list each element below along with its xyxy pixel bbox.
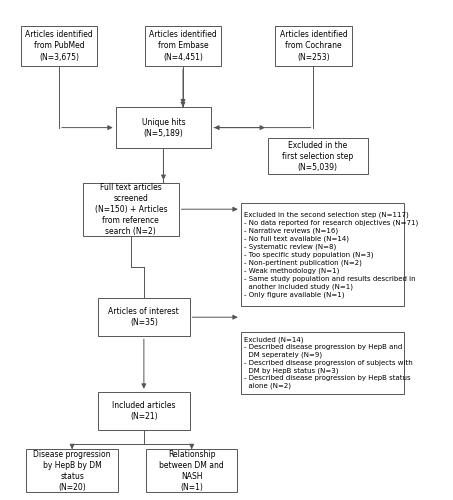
Text: Full text articles
screened
(N=150) + Articles
from reference
search (N=2): Full text articles screened (N=150) + Ar… xyxy=(95,182,167,236)
Text: Articles identified
from Cochrane
(N=253): Articles identified from Cochrane (N=253… xyxy=(280,30,347,62)
Text: Articles identified
from Embase
(N=4,451): Articles identified from Embase (N=4,451… xyxy=(149,30,217,62)
FancyBboxPatch shape xyxy=(116,107,211,148)
FancyBboxPatch shape xyxy=(21,26,97,66)
Text: Included articles
(N=21): Included articles (N=21) xyxy=(112,401,176,421)
Text: Excluded in the second selection step (N=117)
- No data reported for research ob: Excluded in the second selection step (N… xyxy=(244,212,419,298)
FancyBboxPatch shape xyxy=(26,449,118,492)
FancyBboxPatch shape xyxy=(241,332,404,394)
FancyBboxPatch shape xyxy=(145,26,221,66)
FancyBboxPatch shape xyxy=(241,203,404,306)
FancyBboxPatch shape xyxy=(146,449,237,492)
FancyBboxPatch shape xyxy=(268,138,368,174)
Text: Relationship
between DM and
NASH
(N=1): Relationship between DM and NASH (N=1) xyxy=(159,450,224,492)
Text: Excluded (N=14)
- Described disease progression by HepB and
  DM seperately (N=9: Excluded (N=14) - Described disease prog… xyxy=(244,336,413,390)
FancyBboxPatch shape xyxy=(83,183,178,236)
FancyBboxPatch shape xyxy=(275,26,352,66)
Text: Excluded in the
first selection step
(N=5,039): Excluded in the first selection step (N=… xyxy=(282,141,353,172)
Text: Articles of interest
(N=35): Articles of interest (N=35) xyxy=(109,307,179,328)
Text: Unique hits
(N=5,189): Unique hits (N=5,189) xyxy=(142,118,185,138)
Text: Disease progression
by HepB by DM
status
(N=20): Disease progression by HepB by DM status… xyxy=(34,450,111,492)
FancyBboxPatch shape xyxy=(98,298,189,337)
Text: Articles identified
from PubMed
(N=3,675): Articles identified from PubMed (N=3,675… xyxy=(25,30,93,62)
FancyBboxPatch shape xyxy=(98,392,189,430)
